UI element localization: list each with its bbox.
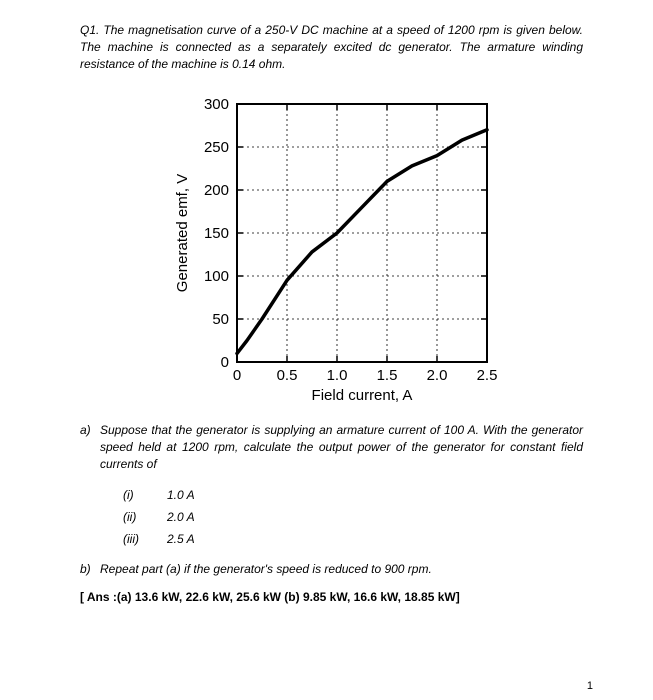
part-b-text: Repeat part (a) if the generator's speed… <box>100 561 583 578</box>
svg-text:50: 50 <box>212 311 229 328</box>
part-a-text: Suppose that the generator is supplying … <box>100 422 583 472</box>
svg-text:150: 150 <box>203 225 228 242</box>
svg-text:2.0: 2.0 <box>426 367 447 384</box>
question-title: Q1. The magnetisation curve of a 250-V D… <box>80 22 583 72</box>
part-a: a) Suppose that the generator is supplyi… <box>80 422 583 472</box>
svg-text:0.5: 0.5 <box>276 367 297 384</box>
option-value: 2.5 A <box>166 529 196 549</box>
svg-text:250: 250 <box>203 139 228 156</box>
option-value: 1.0 A <box>166 485 196 505</box>
svg-text:2.5: 2.5 <box>476 367 497 384</box>
option-row: (ii)2.0 A <box>122 507 196 527</box>
answers-line: [ Ans :(a) 13.6 kW, 22.6 kW, 25.6 kW (b)… <box>80 590 583 604</box>
svg-text:300: 300 <box>203 96 228 113</box>
option-value: 2.0 A <box>166 507 196 527</box>
option-label: (i) <box>122 485 164 505</box>
svg-text:1.5: 1.5 <box>376 367 397 384</box>
part-b: b) Repeat part (a) if the generator's sp… <box>80 561 583 578</box>
part-b-letter: b) <box>80 561 100 578</box>
option-row: (iii)2.5 A <box>122 529 196 549</box>
magnetisation-chart: 0 0.5 1.0 1.5 2.0 2.5 0 50 100 150 200 250 300 Field … <box>80 92 583 412</box>
page-number: 1 <box>587 680 593 692</box>
part-a-options: (i)1.0 A(ii)2.0 A(iii)2.5 A <box>120 483 198 551</box>
option-label: (iii) <box>122 529 164 549</box>
svg-text:Generated emf, V: Generated emf, V <box>174 174 191 292</box>
option-label: (ii) <box>122 507 164 527</box>
svg-text:1.0: 1.0 <box>326 367 347 384</box>
option-row: (i)1.0 A <box>122 485 196 505</box>
part-a-letter: a) <box>80 422 100 472</box>
svg-text:0: 0 <box>220 354 228 371</box>
svg-text:200: 200 <box>203 182 228 199</box>
svg-text:100: 100 <box>203 268 228 285</box>
svg-text:0: 0 <box>232 367 240 384</box>
svg-text:Field current, A: Field current, A <box>311 387 412 404</box>
